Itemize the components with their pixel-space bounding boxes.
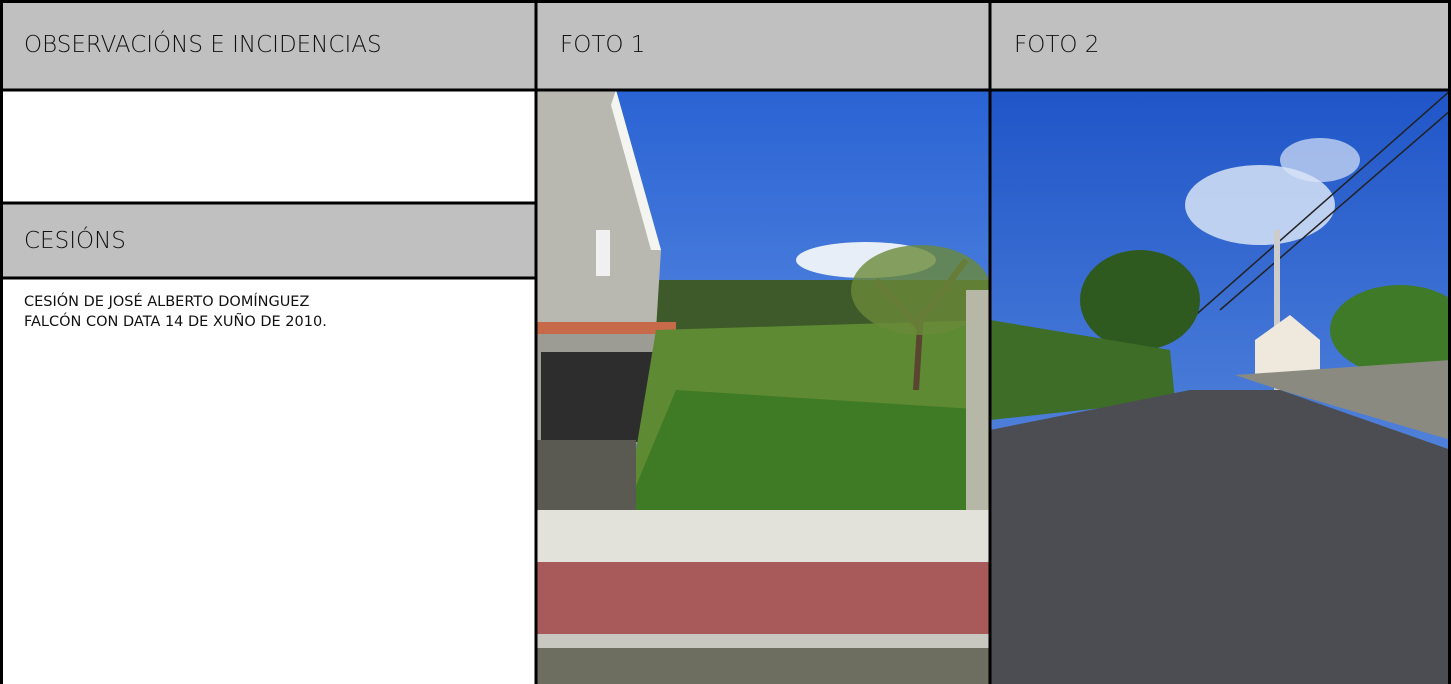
photo1-title: FOTO 1 (560, 32, 646, 58)
photo1-header: FOTO 1 (536, 0, 990, 90)
cessions-header: CESIÓNS (0, 203, 536, 279)
cessions-title: CESIÓNS (24, 228, 126, 254)
cessions-line: FALCÓN CON DATA 14 DE XUÑO DE 2010. (24, 314, 327, 330)
observations-title: OBSERVACIÓNS E INCIDENCIAS (24, 32, 382, 58)
photo2-title: FOTO 2 (1014, 32, 1100, 58)
photo-1 (536, 90, 990, 684)
cessions-line: CESIÓN DE JOSÉ ALBERTO DOMÍNGUEZ (24, 294, 310, 310)
photo2-header: FOTO 2 (990, 0, 1451, 90)
photo-2 (990, 90, 1451, 684)
observations-header: OBSERVACIÓNS E INCIDENCIAS (0, 0, 536, 90)
cessions-text: CESIÓN DE JOSÉ ALBERTO DOMÍNGUEZ FALCÓN … (24, 292, 524, 332)
